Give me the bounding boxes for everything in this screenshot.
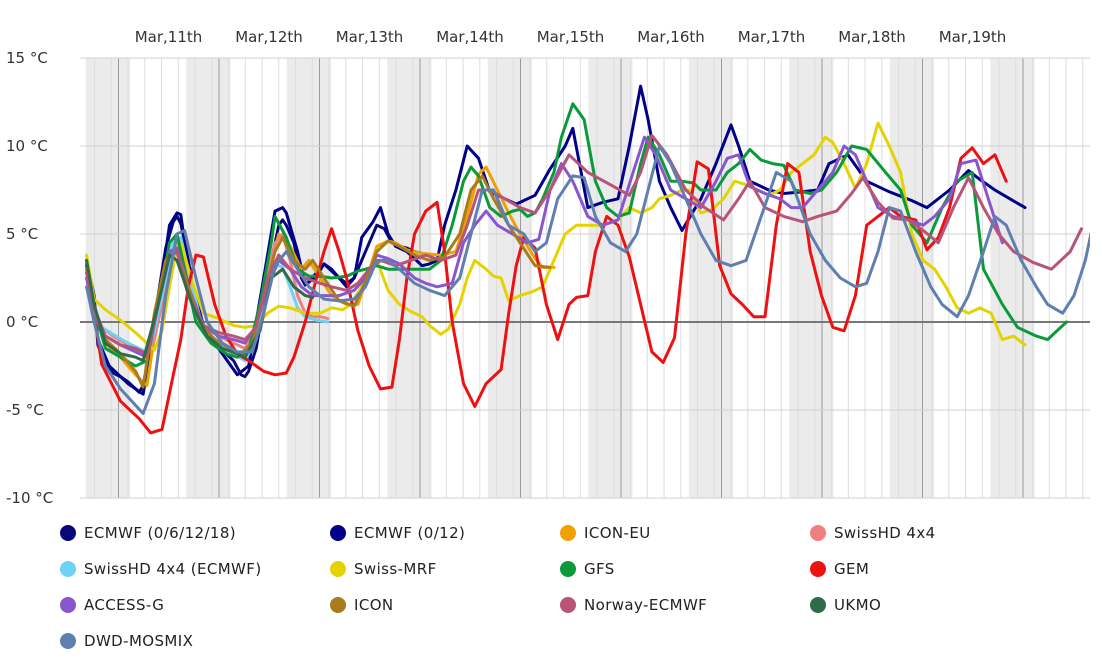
legend-item[interactable]: GEM (810, 560, 869, 578)
legend-label: ACCESS-G (84, 596, 165, 614)
legend-label: UKMO (834, 596, 882, 614)
x-tick-label: Mar,11th (135, 28, 203, 46)
legend-label: SwissHD 4x4 (834, 524, 936, 542)
legend-marker (560, 561, 576, 577)
legend-marker (330, 597, 346, 613)
x-tick-label: Mar,13th (336, 28, 404, 46)
legend-item[interactable]: Swiss-MRF (330, 560, 437, 578)
x-tick-label: Mar,15th (537, 28, 605, 46)
legend-label: GEM (834, 560, 870, 578)
legend-marker (60, 561, 76, 577)
series-line (85, 253, 315, 363)
series-line (85, 174, 552, 389)
series-line (85, 135, 1004, 359)
legend-label: ECMWF (0/12) (354, 524, 466, 542)
legend-item[interactable]: DWD-MOSMIX (60, 632, 193, 650)
x-tick-label: Mar,18th (838, 28, 906, 46)
series-line (85, 144, 1090, 415)
legend-marker (60, 633, 76, 649)
night-band (85, 58, 131, 498)
y-tick-label: 10 °C (6, 137, 48, 155)
night-band (789, 58, 834, 498)
legend-item[interactable]: SwissHD 4x4 (810, 524, 936, 542)
legend-label: DWD-MOSMIX (84, 632, 194, 650)
series-line (85, 133, 1083, 356)
legend-marker (60, 525, 76, 541)
y-tick-label: 5 °C (6, 225, 38, 243)
night-band (688, 58, 734, 498)
series-line (85, 214, 424, 394)
x-tick-label: Mar,19th (939, 28, 1007, 46)
legend-label: SwissHD 4x4 (ECMWF) (84, 560, 262, 578)
legend-item[interactable]: GFS (560, 560, 615, 578)
night-band (588, 58, 633, 498)
chart-grid (80, 57, 1090, 499)
night-band (990, 58, 1035, 498)
legend-label: Swiss-MRF (354, 560, 437, 578)
legend-item[interactable]: ICON (330, 596, 394, 614)
night-band (487, 58, 533, 498)
legend-marker (560, 525, 576, 541)
legend-marker (330, 525, 346, 541)
series-line (85, 121, 1027, 352)
legend-marker (560, 597, 576, 613)
legend-item[interactable]: ECMWF (0/6/12/18) (60, 524, 236, 542)
y-axis-ticks: 15 °C 10 °C 5 °C 0 °C -5 °C -10 °C (6, 49, 53, 507)
legend-item[interactable]: ACCESS-G (60, 596, 164, 614)
legend-marker (60, 597, 76, 613)
legend-marker (810, 525, 826, 541)
legend-label: GFS (584, 560, 615, 578)
x-tick-label: Mar,12th (235, 28, 303, 46)
legend-label: ICON-EU (584, 524, 651, 542)
y-tick-label: -10 °C (6, 489, 53, 507)
x-axis-ticks: Mar,11th Mar,12th Mar,13th Mar,14th Mar,15th… (135, 28, 1007, 46)
x-tick-label: Mar,14th (436, 28, 504, 46)
legend-item[interactable]: Norway-ECMWF (560, 596, 707, 614)
legend-marker (810, 561, 826, 577)
y-tick-label: 15 °C (6, 49, 48, 67)
legend-item[interactable]: SwissHD 4x4 (ECMWF) (60, 560, 262, 578)
legend-label: Norway-ECMWF (584, 596, 708, 614)
y-tick-label: 0 °C (6, 313, 38, 331)
series-lines (85, 84, 1090, 435)
legend-item[interactable]: UKMO (810, 596, 881, 614)
legend-item[interactable]: ICON-EU (560, 524, 651, 542)
legend-label: ICON (354, 596, 394, 614)
x-tick-label: Mar,16th (637, 28, 705, 46)
y-tick-label: -5 °C (6, 401, 44, 419)
legend-marker (330, 561, 346, 577)
chart-legend: ECMWF (0/6/12/18) ECMWF (0/12) ICON-EU Swis… (0, 518, 1102, 658)
legend-label: ECMWF (0/6/12/18) (84, 524, 237, 542)
temperature-forecast-chart: 15 °C10 °C5 °C0 °C-5 °C-10 °C Mar,11th Ma… (6, 28, 1090, 507)
legend-item[interactable]: ECMWF (0/12) (330, 524, 465, 542)
legend-marker (810, 597, 826, 613)
x-tick-label: Mar,17th (738, 28, 806, 46)
